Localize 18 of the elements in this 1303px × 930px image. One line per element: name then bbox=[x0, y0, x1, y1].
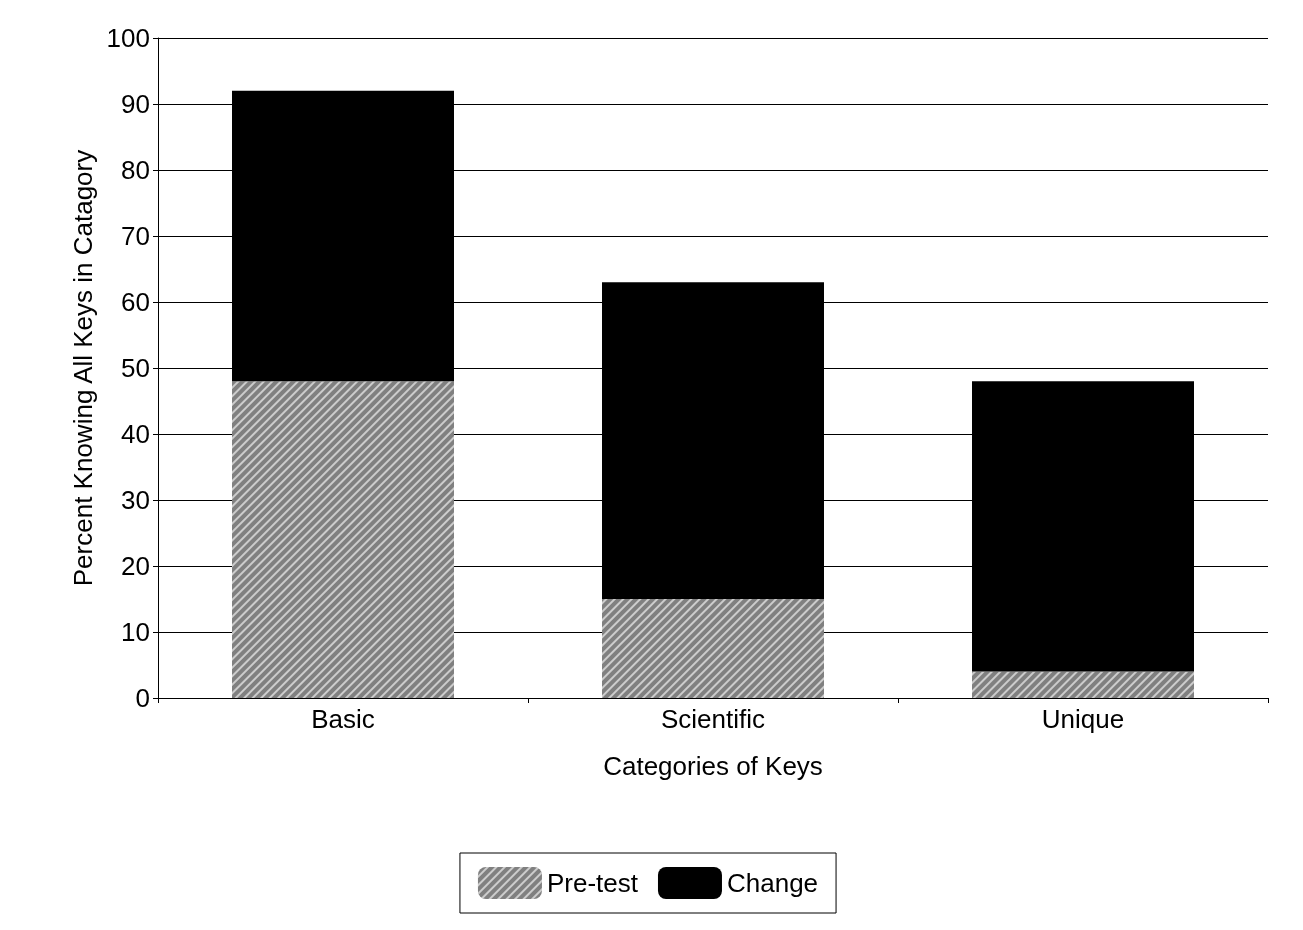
x-tick-label: Unique bbox=[1041, 704, 1125, 734]
x-tick-label: Scientific bbox=[660, 704, 766, 734]
y-tick-label: 30 bbox=[121, 485, 150, 515]
y-tick-label: 70 bbox=[121, 221, 150, 251]
y-tick-label: 60 bbox=[121, 287, 150, 317]
y-tick-label: 10 bbox=[121, 617, 150, 647]
y-tick-label: 100 bbox=[106, 23, 150, 53]
legend-label: Change bbox=[726, 868, 819, 898]
y-tick-label: 20 bbox=[121, 551, 150, 581]
y-axis-title: Percent Knowing All Keys in Catagory bbox=[67, 149, 98, 587]
legend-label: Pre-test bbox=[546, 868, 639, 898]
y-tick-label: 90 bbox=[121, 89, 150, 119]
y-tick-label: 80 bbox=[121, 155, 150, 185]
y-tick-label: 0 bbox=[135, 683, 150, 713]
y-tick-label: 40 bbox=[121, 419, 150, 449]
x-axis-title: Categories of Keys bbox=[603, 751, 823, 781]
y-tick-label: 50 bbox=[121, 353, 150, 383]
x-tick-label: Basic bbox=[311, 704, 375, 734]
